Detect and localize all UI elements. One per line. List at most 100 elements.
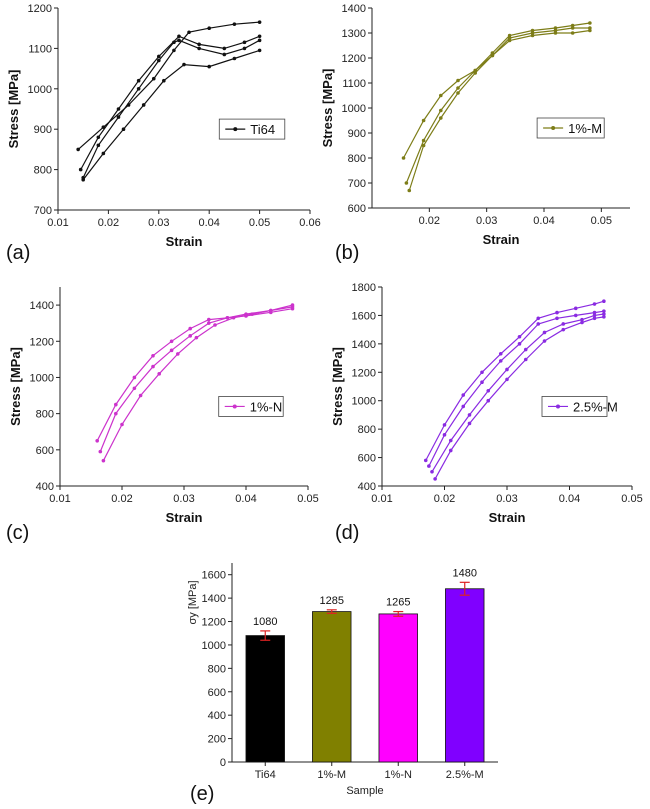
data-point [132, 386, 137, 391]
x-tick-label: 0.01 [371, 493, 392, 505]
series-line [428, 310, 604, 467]
data-point [490, 53, 495, 58]
data-point [498, 359, 503, 363]
y-tick-label: 400 [358, 481, 376, 493]
data-point [222, 52, 227, 57]
data-point [421, 118, 426, 123]
x-tick-label: 0.05 [591, 215, 612, 227]
data-point [242, 46, 247, 51]
data-point [81, 177, 85, 182]
y-tick-label: 600 [36, 445, 54, 457]
data-point [96, 135, 101, 140]
bar [445, 588, 485, 763]
data-point [592, 316, 597, 321]
data-point [498, 352, 503, 356]
data-point [505, 377, 509, 382]
series-line [82, 49, 260, 181]
x-tick-label: 0.04 [198, 217, 219, 229]
data-point [536, 322, 541, 326]
x-axis-label: Strain [166, 234, 203, 249]
bar [312, 611, 352, 763]
series-line [96, 308, 293, 442]
data-point [207, 321, 211, 325]
y-axis-label: Stress [MPa] [320, 69, 335, 148]
y-tick-label: 1100 [28, 43, 52, 55]
data-point [138, 393, 143, 398]
data-point [407, 188, 412, 193]
data-point [439, 93, 443, 98]
data-point [461, 393, 466, 397]
data-point [507, 36, 512, 40]
data-point [570, 26, 575, 30]
data-point [461, 404, 466, 409]
data-point [222, 46, 227, 51]
panel-letter-a: (a) [6, 242, 30, 264]
series-line [99, 306, 293, 452]
y-tick-label: 1000 [28, 84, 52, 96]
data-point [467, 421, 472, 426]
series-line [408, 27, 590, 191]
data-label: 1265 [386, 597, 410, 609]
data-point [257, 34, 262, 39]
data-point [231, 315, 236, 320]
data-point [177, 38, 181, 43]
data-point [257, 38, 262, 43]
legend-marker [233, 127, 238, 132]
x-tick-label: 0.05 [297, 493, 318, 505]
x-tick-label: 0.05 [621, 493, 642, 505]
data-point [588, 21, 592, 25]
y-axis-label: σy [MPa] [187, 580, 199, 624]
y-tick-label: 1600 [202, 570, 226, 582]
data-point [456, 86, 460, 90]
data-point [136, 78, 141, 83]
y-tick-label: 600 [348, 203, 366, 215]
x-axis-label: Strain [483, 232, 520, 247]
data-point [250, 312, 254, 316]
data-point [592, 313, 597, 318]
data-point [290, 303, 295, 307]
data-point [157, 58, 161, 63]
y-tick-label: 800 [34, 165, 52, 177]
data-point [151, 76, 156, 81]
data-point [592, 302, 597, 306]
data-point [423, 458, 428, 463]
data-point [523, 347, 528, 352]
data-point [404, 181, 409, 185]
y-tick-label: 1400 [30, 300, 54, 312]
x-tick-label: 0.03 [173, 493, 194, 505]
y-tick-label: 1200 [202, 617, 226, 629]
x-tick-label: 0.03 [148, 217, 169, 229]
data-point [456, 78, 460, 83]
data-point [561, 322, 566, 326]
data-point [592, 310, 597, 315]
x-tick-label: 0.04 [559, 493, 580, 505]
data-point [602, 299, 606, 304]
data-point [95, 438, 99, 443]
y-tick-label: 900 [348, 128, 366, 140]
y-tick-label: 600 [208, 687, 226, 699]
y-axis-label: Stress [MPa] [330, 347, 345, 426]
y-tick-label: 400 [36, 481, 54, 493]
data-point [120, 422, 124, 427]
data-point [172, 48, 176, 53]
data-point [232, 56, 237, 61]
legend-marker [232, 404, 237, 409]
data-point [182, 62, 186, 67]
legend-marker [551, 126, 556, 130]
legend-box [536, 117, 605, 139]
data-point [98, 449, 103, 454]
x-tick-label: 0.02 [419, 215, 440, 227]
series-line [402, 29, 590, 159]
data-point [136, 87, 141, 91]
y-tick-label: 800 [348, 153, 366, 165]
x-tick-label: 1%-N [384, 769, 412, 781]
legend-label: 2.5%-M [573, 399, 618, 414]
x-axis-label: Strain [166, 510, 203, 525]
data-point [96, 143, 101, 148]
data-point [580, 320, 584, 325]
data-point [242, 40, 247, 45]
x-axis-label: Strain [489, 510, 526, 525]
y-tick-label: 1100 [342, 78, 366, 90]
panel-a-strain-stress-chart: 0.01 0.02 0.03 0.04 0.05 0.06 700 800 900 1000 110… [6, 3, 321, 249]
